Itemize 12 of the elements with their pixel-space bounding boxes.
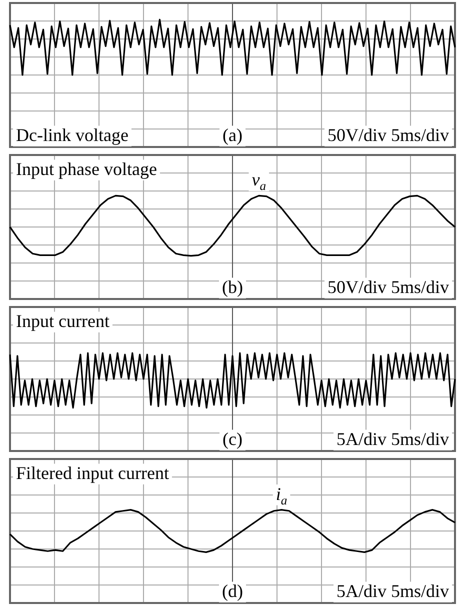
text: 5A/div 5ms/div: [336, 581, 450, 601]
text: 5A/div 5ms/div: [336, 429, 450, 449]
text: 50V/div 5ms/div: [327, 277, 450, 297]
text: 50V/div 5ms/div: [327, 125, 450, 145]
chart-title: Input phase voltage: [16, 159, 157, 179]
text: (a): [222, 125, 242, 145]
text: (b): [222, 277, 244, 297]
chart-title: Input current: [16, 311, 110, 331]
text: (d): [222, 581, 244, 601]
text: Dc-link voltage: [16, 125, 128, 145]
text: (c): [222, 429, 242, 449]
chart-title: Filtered input current: [16, 463, 169, 483]
